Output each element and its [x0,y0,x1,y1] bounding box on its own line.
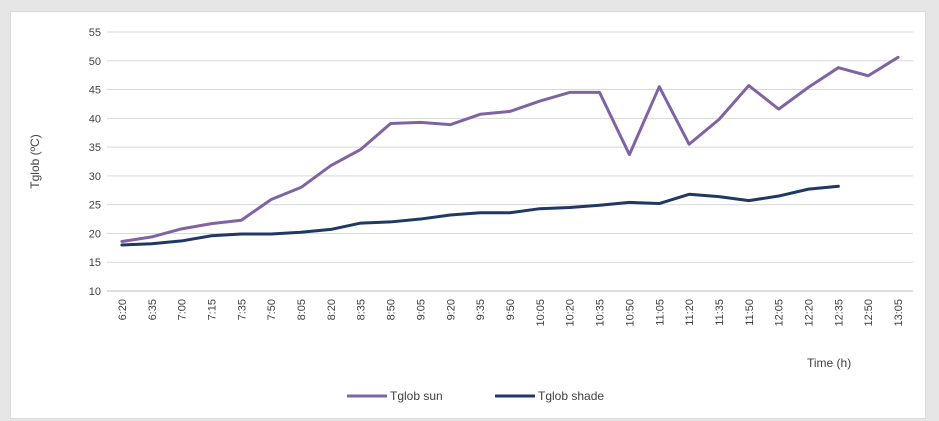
x-tick-label: 10:20 [565,299,577,327]
x-tick-label: 11:05 [654,299,666,326]
legend: Tglob sun Tglob shade [347,389,604,403]
y-tick-label: 35 [89,142,101,154]
x-tick-label: 12:50 [863,299,875,327]
series-line-0 [120,55,900,244]
legend-label-0: Tglob sun [390,389,443,403]
x-tick-label: 7:35 [236,299,248,320]
gridlines [107,31,913,292]
x-tick-label: 12:20 [804,299,816,327]
legend-label-1: Tglob shade [538,389,604,403]
x-tick-label: 12:05 [774,299,786,327]
y-tick-label: 55 [89,27,101,39]
x-axis-title: Time (h) [807,356,851,370]
x-tick-label: 9:50 [505,299,517,320]
x-tick-label: 10:35 [595,299,607,327]
chart-frame: 10 15 20 25 30 35 40 45 50 55 6:20 6:35 7:00 7:15 7:3… [10,11,926,419]
y-tick-label: 30 [89,171,101,183]
x-tick-label: 10:05 [535,299,547,327]
x-tick-label: 6:20 [117,299,129,320]
y-tick-label: 15 [89,257,101,269]
line-chart: 10 15 20 25 30 35 40 45 50 55 6:20 6:35 7:00 7:15 7:3… [28,27,913,403]
x-tick-label: 8:50 [386,299,398,320]
x-tick-label: 9:05 [415,299,427,320]
x-tick-label: 9:35 [475,299,487,320]
y-tick-label: 20 [89,228,101,240]
y-axis-title: Tglob (ºC) [28,134,42,188]
x-tick-label: 11:35 [714,299,726,326]
y-tick-labels: 10 15 20 25 30 35 40 45 50 55 [89,27,101,298]
y-tick-label: 45 [89,85,101,97]
y-tick-label: 25 [89,200,101,212]
x-tick-label: 7:50 [266,299,278,320]
x-tick-label: 7:15 [206,299,218,320]
x-tick-label: 12:35 [833,299,845,327]
y-tick-label: 10 [89,286,101,298]
x-tick-label: 7:00 [177,299,189,320]
series-lines [120,55,900,247]
y-tick-label: 50 [89,56,101,68]
x-tick-label: 10:50 [624,299,636,327]
x-tick-label: 13:05 [893,299,905,327]
x-tick-label: 8:05 [296,299,308,320]
x-tick-label: 9:20 [445,299,457,320]
x-tick-label: 11:20 [684,299,696,326]
x-tick-label: 8:35 [356,299,368,320]
x-tick-label: 11:50 [744,299,756,326]
x-tick-labels: 6:20 6:35 7:00 7:15 7:35 7:50 8:05 8:20 8:35 8:50… [117,299,905,327]
x-tick-label: 6:35 [147,299,159,320]
x-tick-label: 8:20 [326,299,338,320]
series-line-1 [120,184,840,247]
y-tick-label: 40 [89,113,101,125]
